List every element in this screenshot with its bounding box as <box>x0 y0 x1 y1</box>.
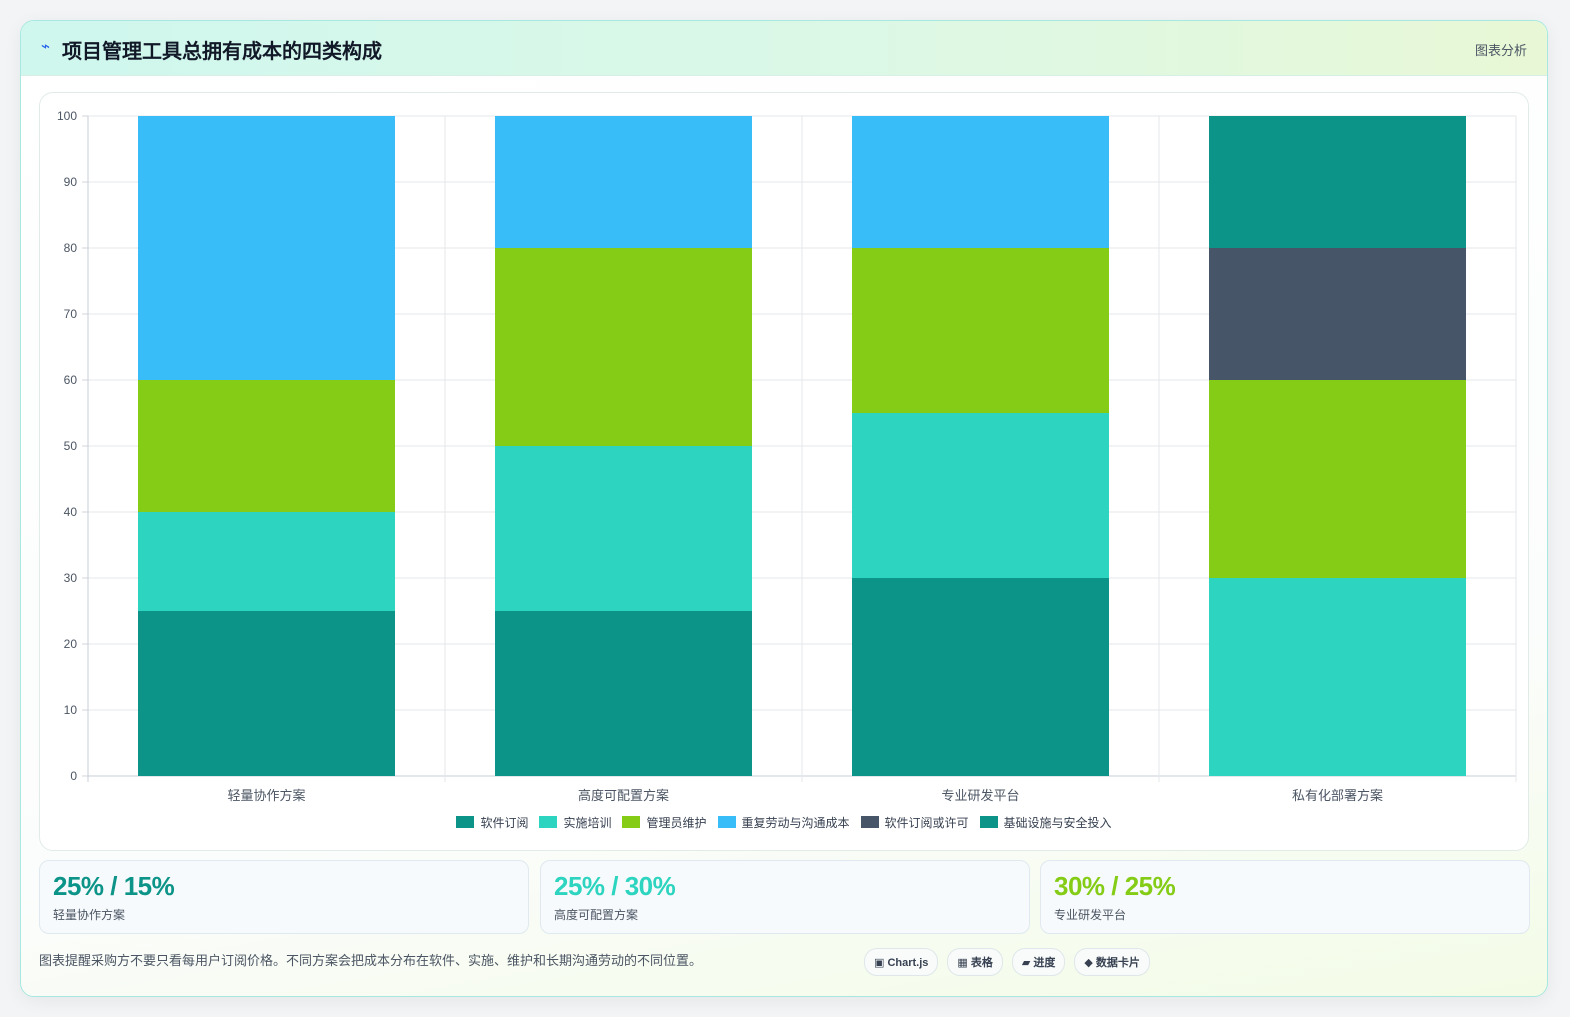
y-tick-label: 0 <box>70 769 77 783</box>
stat-card: 25% / 15% 轻量协作方案 <box>39 860 529 934</box>
y-tick-label: 80 <box>64 241 78 255</box>
stacked-bar-chart: 0 10 20 30 40 50 60 70 80 90 100 轻量协作方案 高度可配置方案 专业研发平… <box>57 109 1517 803</box>
bar-segment <box>1209 380 1466 578</box>
legend-swatch <box>717 816 736 828</box>
stat-label: 轻量协作方案 <box>53 908 126 922</box>
bar-segment <box>852 248 1109 413</box>
legend-item[interactable]: 软件订阅 <box>456 814 528 831</box>
y-tick-label: 100 <box>57 109 77 123</box>
stat-label: 高度可配置方案 <box>554 908 639 922</box>
bar-segment <box>852 578 1109 776</box>
chart-title: 项目管理工具总拥有成本的四类构成 <box>62 41 382 63</box>
legend-item[interactable]: 管理员维护 <box>622 814 707 831</box>
y-tick-label: 10 <box>64 703 78 717</box>
legend-label: 实施培训 <box>563 815 612 830</box>
legend-label: 管理员维护 <box>646 815 707 830</box>
legend-label: 软件订阅 <box>480 815 529 830</box>
x-tick-label: 高度可配置方案 <box>578 788 669 803</box>
legend-label: 软件订阅或许可 <box>884 815 969 830</box>
bar-segment <box>138 611 395 776</box>
stat-value: 25% / 15% <box>53 871 175 901</box>
legend-item[interactable]: 软件订阅或许可 <box>860 814 969 831</box>
badge-data-card[interactable]: ◆ 数据卡片 <box>1074 948 1150 976</box>
stat-value: 30% / 25% <box>1054 871 1176 901</box>
bar-segment <box>495 446 752 611</box>
legend-swatch <box>539 816 558 828</box>
bar-segment <box>495 611 752 776</box>
y-tick-label: 60 <box>64 373 78 387</box>
stat-cards: 25% / 15% 轻量协作方案 25% / 30% 高度可配置方案 30% /… <box>39 860 1530 934</box>
chart-panel: 0 10 20 30 40 50 60 70 80 90 100 轻量协作方案 高度可配置方案 专业研发平… <box>39 92 1529 851</box>
bar-segment <box>138 512 395 611</box>
stat-value: 25% / 30% <box>554 871 676 901</box>
y-tick-label: 20 <box>64 637 78 651</box>
badge-table[interactable]: ▦ 表格 <box>947 948 1003 976</box>
stat-card: 25% / 30% 高度可配置方案 <box>540 860 1030 934</box>
legend-swatch <box>456 816 475 828</box>
x-tick-label: 轻量协作方案 <box>227 788 305 803</box>
bar-segment <box>852 116 1109 248</box>
bar-segment <box>1209 248 1466 380</box>
y-tick-label: 70 <box>64 307 78 321</box>
y-tick-label: 90 <box>64 175 78 189</box>
legend-swatch <box>622 816 641 828</box>
x-tick-label: 私有化部署方案 <box>1292 788 1383 803</box>
legend-item[interactable]: 实施培训 <box>539 814 611 831</box>
bar-segment <box>138 380 395 512</box>
feature-badges: ▣ Chart.js ▦ 表格 ▰ 进度 ◆ 数据卡片 <box>864 948 1150 976</box>
y-tick-label: 40 <box>64 505 78 519</box>
badge-chartjs[interactable]: ▣ Chart.js <box>864 948 939 976</box>
bar-segment <box>1209 116 1466 248</box>
legend-swatch <box>860 816 879 828</box>
bar-segment <box>495 248 752 446</box>
bar-segment <box>1209 578 1466 776</box>
x-tick-label: 专业研发平台 <box>941 788 1019 803</box>
y-tick-label: 50 <box>64 439 78 453</box>
stat-label: 专业研发平台 <box>1054 908 1127 922</box>
legend-label: 基础设施与安全投入 <box>1003 815 1112 830</box>
legend-swatch <box>979 816 998 828</box>
bar-segment <box>852 413 1109 578</box>
chart-legend: 软件订阅 实施培训 管理员维护 重复劳动与沟通成本 软件订阅或许可 基础设施与安全投入 <box>40 812 1528 832</box>
chart-card: ⌁ 项目管理工具总拥有成本的四类构成 图表分析 0 10 20 30 40 50 60 70 8… <box>20 20 1548 997</box>
bar-segment <box>495 116 752 248</box>
footer-note: 图表提醒采购方不要只看每用户订阅价格。不同方案会把成本分布在软件、实施、维护和长… <box>39 953 703 968</box>
lightning-icon: ⌁ <box>41 38 51 55</box>
card-header: ⌁ 项目管理工具总拥有成本的四类构成 图表分析 <box>21 21 1547 76</box>
legend-item[interactable]: 重复劳动与沟通成本 <box>717 814 850 831</box>
badge-progress[interactable]: ▰ 进度 <box>1011 948 1066 976</box>
y-tick-label: 30 <box>64 571 78 585</box>
chart-tag: 图表分析 <box>1474 43 1527 58</box>
stat-card: 30% / 25% 专业研发平台 <box>1040 860 1530 934</box>
legend-item[interactable]: 基础设施与安全投入 <box>979 814 1112 831</box>
legend-label: 重复劳动与沟通成本 <box>741 815 850 830</box>
bar-segment <box>138 116 395 380</box>
